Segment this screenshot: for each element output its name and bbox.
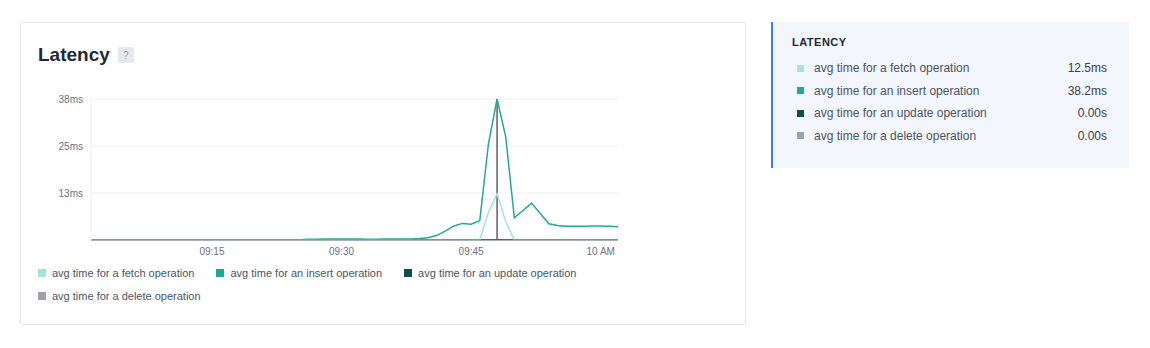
svg-text:25ms: 25ms — [59, 141, 83, 152]
html-text:avg time for an insert operati: avg time for an insert operation — [814, 83, 980, 98]
svg-text:10 AM: 10 AM — [587, 246, 615, 257]
html-text:12.5ms: 12.5ms — [1067, 61, 1107, 76]
html-text:Latency: Latency — [38, 44, 110, 65]
html-text:LATENCY: LATENCY — [792, 36, 847, 48]
html-text:avg time for a fetch operation: avg time for a fetch operation — [52, 267, 195, 279]
html-text:0.00s: 0.00s — [1077, 128, 1107, 143]
svg-text:09:15: 09:15 — [199, 246, 224, 257]
html-text:avg time for a fetch operation: avg time for a fetch operation — [814, 61, 970, 76]
svg-text:13ms: 13ms — [59, 188, 83, 199]
html-text:avg time for a delete operatio: avg time for a delete operation — [52, 290, 201, 302]
html-text:avg time for an insert operati: avg time for an insert operation — [230, 267, 383, 279]
html-text:0.00s: 0.00s — [1077, 106, 1107, 121]
svg-text:38ms: 38ms — [59, 94, 83, 105]
html-text:38.2ms: 38.2ms — [1067, 83, 1107, 98]
html-text:avg time for a delete operatio: avg time for a delete operation — [814, 128, 977, 143]
svg-text:09:45: 09:45 — [459, 246, 484, 257]
html-text:avg time for an update operati: avg time for an update operation — [418, 267, 577, 279]
svg-text:09:30: 09:30 — [329, 246, 354, 257]
html-text:avg time for an update operati: avg time for an update operation — [814, 106, 987, 121]
